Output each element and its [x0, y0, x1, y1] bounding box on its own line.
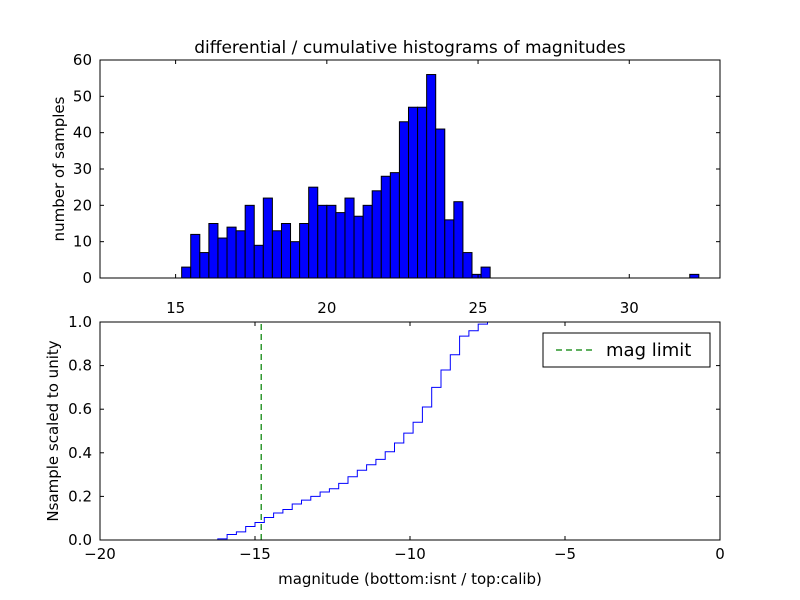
top-x-tick-label: 25 — [469, 299, 488, 317]
histogram-bars — [181, 74, 700, 279]
bottom-x-tick-label: −5 — [554, 545, 576, 563]
histogram-bar — [244, 204, 255, 279]
histogram-bar — [299, 223, 310, 279]
cumulative-step-line — [100, 321, 720, 541]
histogram-bar — [326, 204, 337, 279]
top-y-tick-label: 0 — [82, 269, 92, 287]
top-x-tick-label: 20 — [317, 299, 336, 317]
histogram-bar — [344, 197, 355, 279]
histogram-bar — [380, 175, 391, 279]
bottom-y-tick-label: 0.8 — [68, 357, 92, 375]
bottom-plot-frame — [99, 321, 721, 541]
histogram-bar — [417, 106, 428, 279]
histogram-bar — [689, 273, 700, 279]
histogram-bar — [235, 230, 246, 279]
bottom-x-tick-label: −20 — [84, 545, 116, 563]
top-y-tick-label: 30 — [73, 160, 92, 178]
bottom-x-tick-label: −15 — [239, 545, 271, 563]
histogram-bar — [471, 273, 482, 279]
legend-mag-limit-label: mag limit — [606, 340, 691, 361]
bottom-x-axis-label: magnitude (bottom:isnt / top:calib) — [278, 570, 542, 588]
histogram-bar — [317, 204, 328, 279]
histogram-bar — [335, 212, 346, 279]
top-axis-ticks: 0 10 20 30 40 50 60 15 20 25 30 — [73, 51, 720, 317]
chart-title: differential / cumulative histograms of … — [194, 38, 626, 58]
histogram-bar — [208, 223, 219, 279]
histogram-bar — [262, 197, 273, 279]
bottom-y-tick-label: 0.4 — [68, 444, 92, 462]
bottom-y-tick-label: 0.2 — [68, 487, 92, 505]
histogram-bar — [253, 244, 264, 279]
bottom-y-tick-label: 1.0 — [68, 313, 92, 331]
histogram-bar — [271, 230, 282, 279]
histogram-bar — [353, 215, 364, 279]
histogram-bar — [480, 266, 491, 279]
histogram-bar — [308, 186, 319, 279]
bottom-y-tick-label: 0.6 — [68, 400, 92, 418]
histogram-bar — [444, 219, 455, 279]
histogram-bar — [199, 252, 210, 279]
top-x-tick-label: 15 — [166, 299, 185, 317]
bottom-x-tick-label: −10 — [394, 545, 426, 563]
histogram-bar — [398, 121, 409, 279]
bottom-x-tick-label: 0 — [715, 545, 725, 563]
top-y-axis-label: number of samples — [50, 96, 68, 241]
top-y-tick-label: 50 — [73, 87, 92, 105]
histogram-bar — [453, 201, 464, 279]
histogram-bar — [435, 128, 446, 279]
histogram-bar — [280, 223, 292, 279]
histogram-bar — [226, 226, 237, 279]
legend: mag limit — [542, 332, 711, 368]
histogram-bar — [190, 233, 201, 279]
top-y-tick-label: 10 — [73, 233, 92, 251]
bottom-y-axis-label: Nsample scaled to unity — [44, 340, 62, 521]
histogram-bar — [407, 106, 419, 279]
histogram-bar — [389, 172, 400, 279]
histogram-bar — [462, 252, 473, 279]
histogram-bar — [362, 204, 373, 279]
histogram-bar — [290, 241, 301, 279]
top-y-tick-label: 20 — [73, 196, 92, 214]
histogram-bar — [217, 237, 228, 279]
bottom-y-tick-label: 0.0 — [68, 531, 92, 549]
histogram-bar — [371, 190, 382, 279]
histogram-bar — [426, 74, 437, 279]
top-x-tick-label: 30 — [620, 299, 639, 317]
top-y-tick-label: 60 — [73, 51, 92, 69]
top-y-tick-label: 40 — [73, 124, 92, 142]
histogram-bar — [181, 266, 192, 279]
bottom-axis-ticks: 0.0 0.2 0.4 0.6 0.8 1.0 −20 −15 −10 −5 0 — [68, 313, 725, 563]
top-plot-frame — [99, 59, 721, 279]
